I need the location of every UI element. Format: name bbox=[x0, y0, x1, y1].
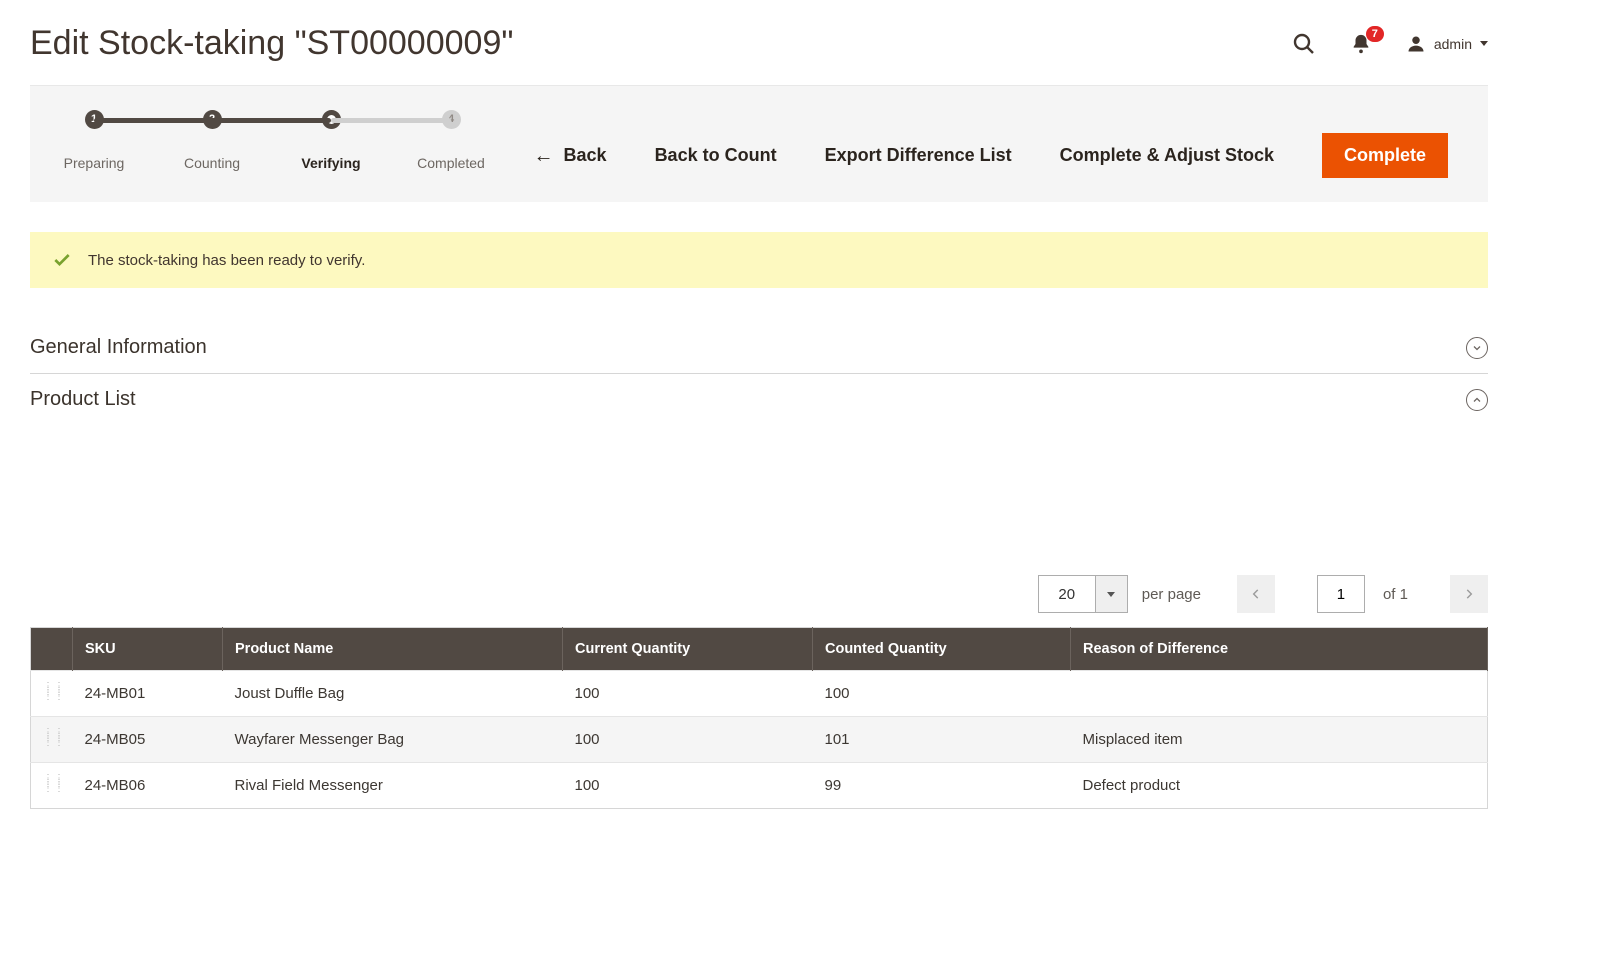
cell-counted: 99 bbox=[813, 763, 1071, 809]
cell-counted: 101 bbox=[813, 717, 1071, 763]
per-page-input[interactable] bbox=[1038, 575, 1096, 613]
cell-counted: 100 bbox=[813, 671, 1071, 717]
cell-current: 100 bbox=[563, 671, 813, 717]
prev-page-button[interactable] bbox=[1237, 575, 1275, 613]
notification-badge: 7 bbox=[1366, 26, 1384, 42]
per-page-dropdown[interactable] bbox=[1096, 575, 1128, 613]
chevron-down-icon bbox=[1480, 41, 1488, 46]
section-product-list[interactable]: Product List bbox=[30, 374, 1488, 425]
back-to-count-button[interactable]: Back to Count bbox=[655, 145, 777, 166]
cell-reason bbox=[1071, 671, 1488, 717]
cell-sku: 24-MB06 bbox=[73, 763, 223, 809]
progress-stepper: 1 Preparing 2 Counting Verifying 4 Compl… bbox=[94, 110, 1448, 129]
table-header-row: SKU Product Name Current Quantity Counte… bbox=[31, 628, 1488, 671]
user-icon bbox=[1406, 34, 1426, 54]
next-page-button[interactable] bbox=[1450, 575, 1488, 613]
search-icon[interactable] bbox=[1292, 32, 1316, 56]
per-page-label: per page bbox=[1142, 586, 1201, 603]
chevron-down-icon bbox=[1466, 337, 1488, 359]
page-number-input[interactable] bbox=[1317, 575, 1365, 613]
col-current[interactable]: Current Quantity bbox=[563, 628, 813, 671]
section-general-information[interactable]: General Information bbox=[30, 322, 1488, 374]
drag-handle[interactable]: ⋮⋮⋮⋮⋮⋮ bbox=[31, 717, 73, 763]
page-title: Edit Stock-taking "ST00000009" bbox=[30, 24, 1292, 63]
chevron-up-icon bbox=[1466, 389, 1488, 411]
col-name[interactable]: Product Name bbox=[223, 628, 563, 671]
cell-name: Joust Duffle Bag bbox=[223, 671, 563, 717]
table-row[interactable]: ⋮⋮⋮⋮⋮⋮24-MB01Joust Duffle Bag100100 bbox=[31, 671, 1488, 717]
cell-reason: Defect product bbox=[1071, 763, 1488, 809]
drag-handle[interactable]: ⋮⋮⋮⋮⋮⋮ bbox=[31, 671, 73, 717]
col-counted[interactable]: Counted Quantity bbox=[813, 628, 1071, 671]
col-sku[interactable]: SKU bbox=[73, 628, 223, 671]
check-icon bbox=[52, 250, 72, 270]
user-name-label: admin bbox=[1434, 36, 1472, 52]
cell-current: 100 bbox=[563, 763, 813, 809]
arrow-left-icon: ← bbox=[534, 146, 554, 166]
complete-adjust-button[interactable]: Complete & Adjust Stock bbox=[1060, 145, 1274, 166]
cell-sku: 24-MB01 bbox=[73, 671, 223, 717]
product-table: SKU Product Name Current Quantity Counte… bbox=[30, 627, 1488, 809]
action-panel: 1 Preparing 2 Counting Verifying 4 Compl… bbox=[30, 85, 1488, 202]
cell-reason: Misplaced item bbox=[1071, 717, 1488, 763]
notifications-icon[interactable]: 7 bbox=[1350, 33, 1372, 55]
complete-button[interactable]: Complete bbox=[1322, 133, 1448, 178]
success-message: The stock-taking has been ready to verif… bbox=[30, 232, 1488, 288]
back-button[interactable]: ← Back bbox=[534, 145, 607, 166]
pager: per page of 1 bbox=[30, 575, 1488, 613]
cell-sku: 24-MB05 bbox=[73, 717, 223, 763]
user-menu[interactable]: admin bbox=[1406, 34, 1488, 54]
success-message-text: The stock-taking has been ready to verif… bbox=[88, 252, 365, 269]
export-diff-button[interactable]: Export Difference List bbox=[825, 145, 1012, 166]
table-row[interactable]: ⋮⋮⋮⋮⋮⋮24-MB06Rival Field Messenger10099D… bbox=[31, 763, 1488, 809]
col-reason[interactable]: Reason of Difference bbox=[1071, 628, 1488, 671]
drag-handle[interactable]: ⋮⋮⋮⋮⋮⋮ bbox=[31, 763, 73, 809]
cell-name: Wayfarer Messenger Bag bbox=[223, 717, 563, 763]
cell-current: 100 bbox=[563, 717, 813, 763]
page-of-label: of 1 bbox=[1383, 586, 1408, 603]
header: Edit Stock-taking "ST00000009" 7 admin bbox=[30, 24, 1488, 63]
table-row[interactable]: ⋮⋮⋮⋮⋮⋮24-MB05Wayfarer Messenger Bag10010… bbox=[31, 717, 1488, 763]
cell-name: Rival Field Messenger bbox=[223, 763, 563, 809]
